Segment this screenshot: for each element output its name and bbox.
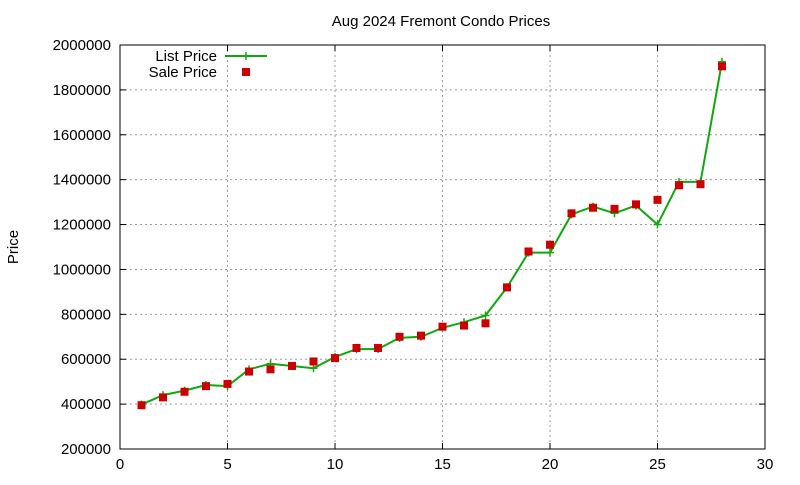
x-tick-label: 15 (434, 456, 451, 473)
sale-price-point (417, 331, 425, 340)
y-tick-label: 1400000 (53, 172, 111, 189)
sale-price-point (460, 321, 468, 330)
list-price-line (141, 61, 723, 406)
legend-label: Sale Price (149, 64, 217, 81)
y-tick-label: 2000000 (53, 37, 111, 54)
series-sale-price (137, 62, 726, 410)
sale-price-point (374, 344, 382, 352)
sale-price-point (653, 195, 662, 204)
x-tick-label: 10 (327, 456, 344, 473)
y-axis-label: Price (5, 230, 22, 264)
y-tick-label: 1600000 (53, 127, 111, 144)
sale-price-point (309, 357, 318, 366)
chart-title: Aug 2024 Fremont Condo Prices (332, 13, 550, 30)
sale-price-point (352, 344, 361, 352)
sale-price-point (546, 240, 554, 249)
x-tick-label: 5 (223, 456, 231, 473)
sale-price-point (288, 361, 296, 370)
y-tick-label: 200000 (61, 441, 111, 458)
axis-ticks: 0 5 10 15 20 25 30 200000 400000 600000 800000 1000… (53, 37, 774, 473)
y-tick-label: 1800000 (53, 82, 111, 99)
x-tick-label: 20 (542, 456, 559, 473)
data-series (137, 57, 726, 410)
legend-square-marker (242, 68, 250, 76)
sale-price-point (180, 387, 189, 396)
x-tick-label: 30 (757, 456, 774, 473)
y-tick-label: 800000 (61, 306, 111, 323)
list-price-point (481, 311, 490, 320)
sale-price-point (202, 382, 210, 391)
list-price-point (309, 364, 318, 373)
sale-price-point (245, 367, 253, 376)
sale-price-point (331, 354, 339, 363)
grid-lines (120, 45, 765, 449)
sale-price-point (589, 203, 597, 212)
y-tick-label: 400000 (61, 396, 111, 413)
sale-price-point (223, 379, 232, 388)
x-tick-label: 25 (649, 456, 666, 473)
legend-plus-marker (242, 52, 250, 60)
sale-price-point (137, 401, 146, 410)
sale-price-point (159, 393, 167, 402)
y-tick-label: 600000 (61, 351, 111, 368)
list-price-point (546, 248, 554, 257)
sale-price-point (438, 322, 447, 331)
series-list-price (137, 57, 726, 409)
sale-price-point (503, 283, 511, 292)
sale-price-point (524, 247, 533, 256)
y-tick-label: 1200000 (53, 217, 111, 234)
x-tick-label: 0 (116, 456, 124, 473)
y-tick-label: 1000000 (53, 261, 111, 278)
sale-price-point (481, 319, 490, 328)
sale-price-point (675, 181, 683, 190)
sale-price-point (632, 200, 640, 209)
sale-price-point (567, 209, 576, 218)
sale-price-point (718, 62, 726, 71)
sale-price-point (395, 332, 404, 341)
list-price-point (653, 220, 662, 229)
sale-price-point (610, 204, 619, 213)
sale-price-point (696, 180, 705, 189)
legend-label: List Price (155, 48, 217, 65)
sale-price-point (266, 365, 275, 374)
